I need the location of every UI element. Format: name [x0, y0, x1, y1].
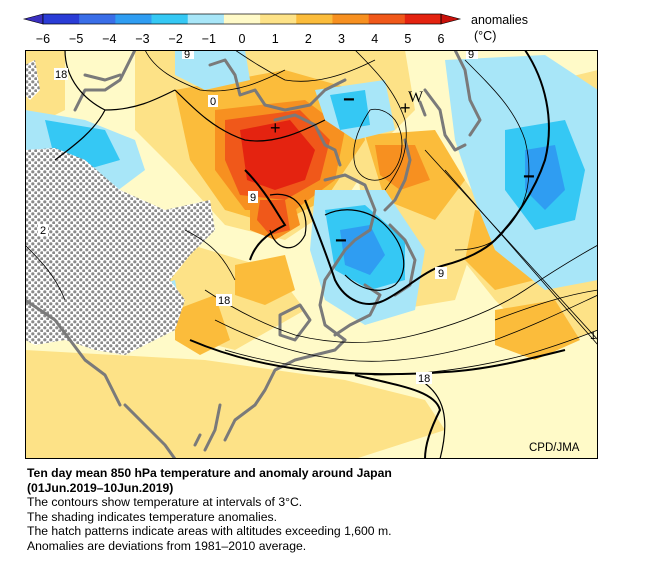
contour-label: 9	[438, 268, 444, 280]
contour-label: 9	[184, 50, 190, 61]
map-border	[25, 50, 598, 459]
caption-line: The contours show temperature at interva…	[27, 495, 303, 510]
contour-label: 18	[418, 373, 430, 385]
contour-label: 2	[40, 225, 46, 237]
coastlines	[25, 50, 482, 459]
minus-symbol: −	[343, 89, 355, 111]
contour-label: 18	[218, 295, 230, 307]
colorbar-tick-label: −2	[169, 32, 183, 46]
contour-label: 18	[55, 69, 67, 81]
colorbar-cell	[332, 14, 369, 24]
colorbar-cell	[187, 14, 225, 24]
contour-label: 9	[468, 50, 474, 61]
colorbar-cell	[151, 14, 189, 24]
colorbar-cell	[43, 14, 80, 24]
colorbar-cell	[404, 14, 442, 24]
colorbar-tick-label: −3	[135, 32, 149, 46]
colorbar-tick-labels: −6 −5 −4 −3 −2 −1 0 1 2 3 4 5 6	[36, 32, 445, 46]
colorbar-cell	[223, 14, 261, 24]
colorbar-tick-label: 5	[404, 32, 411, 46]
temperature-contours	[25, 50, 598, 459]
colorbar-cell	[368, 14, 406, 24]
cool-anomaly-strong	[340, 145, 565, 275]
caption-period: (01Jun.2019–10Jun.2019)	[27, 480, 174, 495]
colorbar-tick-label: 3	[338, 32, 345, 46]
colorbar-right-arrow	[440, 13, 462, 25]
colorbar-tick-label: −5	[69, 32, 83, 46]
contour-label: 9	[250, 192, 256, 204]
colorbar-tick-label: −1	[202, 32, 216, 46]
legend-title: anomalies	[471, 13, 528, 27]
anomaly-color-bar: −6 −5 −4 −3 −2 −1 0 1 2 3 4 5 6 anomalies (°C)	[22, 13, 528, 46]
plus-symbol: +	[400, 98, 411, 118]
caption-line: The shading indicates temperature anomal…	[27, 509, 277, 524]
colorbar-tick-label: 2	[305, 32, 312, 46]
colorbar-tick-label: −6	[36, 32, 50, 46]
colorbar-cell	[79, 14, 116, 24]
caption-line: Anomalies are deviations from 1981–2010 …	[27, 538, 307, 553]
legend-unit: (°C)	[474, 29, 496, 43]
colorbar-left-arrow	[22, 13, 44, 25]
warm-w-symbol: W	[408, 89, 424, 106]
colorbar-cell	[296, 14, 333, 24]
caption-title: Ten day mean 850 hPa temperature and ano…	[27, 466, 392, 480]
colorbar-tick-label: −4	[102, 32, 116, 46]
credit-label: CPD/JMA	[529, 442, 580, 454]
figure-caption: Ten day mean 850 hPa temperature and ano…	[27, 466, 627, 554]
caption-line: The hatch patterns indicate areas with a…	[27, 524, 392, 539]
colorbar-tick-label: 1	[272, 32, 279, 46]
colorbar-cell	[260, 14, 297, 24]
colorbar-cell	[115, 14, 152, 24]
warm-anomaly-extreme	[240, 120, 315, 190]
minus-symbol: −	[335, 230, 347, 252]
contour-label: 1	[590, 330, 596, 342]
plus-symbol: +	[270, 118, 281, 138]
system-symbol-group: − + W + − −	[270, 89, 535, 252]
colorbar-tick-label: 6	[438, 32, 445, 46]
colorbar-tick-label: 0	[239, 32, 246, 46]
colorbar-tick-label: 4	[371, 32, 378, 46]
contour-label-group: 18 9 0 9 2 9 18 18 9 1	[38, 50, 596, 385]
colorbar-cells	[43, 14, 442, 24]
high-altitude-hatch	[25, 60, 215, 355]
contour-label: 0	[210, 96, 216, 108]
minus-symbol: −	[523, 166, 535, 188]
anomaly-map: 18 9 0 9 2 9 18 18 9 1 − + W + − −	[25, 50, 598, 459]
